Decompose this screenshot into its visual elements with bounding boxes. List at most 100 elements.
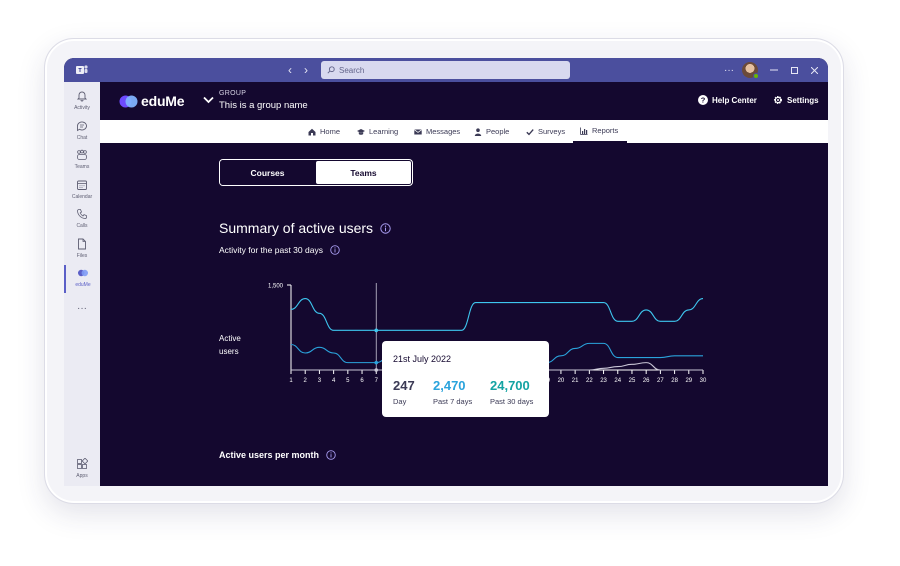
x-tick-label: 26	[643, 378, 650, 384]
group-name[interactable]: This is a group name	[219, 100, 308, 111]
help-center-button[interactable]: ? Help Center	[698, 95, 757, 105]
info-icon[interactable]	[330, 245, 340, 255]
tab-reports[interactable]: Reports	[573, 120, 627, 143]
rail-item-label: Apps	[76, 473, 88, 479]
x-tick-label: 7	[375, 378, 379, 384]
rail-item-apps[interactable]: Apps	[64, 456, 100, 484]
rail-item-label: Files	[76, 253, 88, 259]
home-icon	[308, 128, 316, 135]
presence-status-icon	[753, 73, 759, 79]
chat-icon	[77, 121, 87, 132]
search-icon	[327, 66, 335, 74]
brand-name: eduMe	[141, 93, 185, 109]
tab-label: Reports	[592, 126, 619, 135]
courses-teams-toggle: Courses Teams	[219, 159, 413, 186]
edume-logo-icon	[119, 95, 138, 107]
phone-icon	[77, 209, 87, 219]
info-icon[interactable]	[326, 450, 336, 460]
search-input[interactable]: Search	[321, 61, 570, 79]
tab-messages[interactable]: Messages	[414, 120, 460, 143]
teams-title-bar: ‹ › Search ···	[64, 58, 828, 82]
bell-icon	[76, 91, 88, 102]
bar-chart-icon	[580, 127, 588, 135]
x-tick-label: 24	[614, 378, 621, 384]
tooltip-week-stat: 2,470 Past 7 days	[433, 378, 472, 406]
y-axis-label: Active users	[219, 332, 259, 358]
rail-item-label: Calendar	[71, 194, 93, 200]
tab-people[interactable]: People	[474, 120, 509, 143]
rail-item-files[interactable]: Files	[64, 236, 100, 264]
tooltip-month-label: Past 30 days	[490, 397, 534, 406]
tooltip-week-label: Past 7 days	[433, 397, 473, 406]
teams-window: ‹ › Search ··· Activity Chat	[64, 58, 828, 486]
minimize-icon[interactable]	[770, 58, 778, 82]
svg-text:?: ?	[701, 96, 706, 105]
tab-label: Home	[320, 127, 341, 136]
x-tick-label: 3	[318, 378, 322, 384]
rail-item-chat[interactable]: Chat	[64, 118, 100, 146]
teams-app-rail: Activity Chat Teams Calendar Calls Files…	[64, 82, 100, 486]
x-tick-label: 6	[360, 378, 364, 384]
teams-logo-icon	[76, 65, 88, 74]
x-tick-label: 23	[600, 378, 607, 384]
avatar[interactable]	[742, 62, 759, 79]
active-users-line-chart: 1,50012345678910111213141516171819202122…	[268, 283, 707, 384]
rail-more-icon[interactable]: ···	[77, 303, 87, 314]
rail-item-label: Teams	[74, 164, 90, 170]
info-icon[interactable]	[380, 222, 391, 234]
tab-surveys[interactable]: Surveys	[526, 120, 565, 143]
rail-item-calendar[interactable]: Calendar	[64, 177, 100, 205]
rail-item-calls[interactable]: Calls	[64, 206, 100, 234]
x-tick-label: 5	[346, 378, 350, 384]
tab-learning[interactable]: Learning	[357, 120, 398, 143]
tab-label: Messages	[426, 127, 461, 136]
settings-button[interactable]: Settings	[773, 95, 819, 105]
tab-home[interactable]: Home	[308, 120, 340, 143]
y-axis-label-line-1: Active	[219, 334, 241, 343]
toggle-teams[interactable]: Teams	[316, 161, 411, 184]
summary-title: Summary of active users	[219, 220, 391, 236]
graduation-cap-icon	[357, 128, 365, 135]
chevron-down-icon[interactable]	[203, 96, 214, 104]
summary-title-text: Summary of active users	[219, 220, 374, 236]
apps-icon	[77, 458, 88, 469]
rail-item-edume[interactable]: eduMe	[64, 265, 100, 293]
forward-arrow-icon[interactable]: ›	[304, 63, 308, 77]
tooltip-day-stat: 247 Day	[393, 378, 415, 406]
summary-subtitle-text: Activity for the past 30 days	[219, 245, 323, 255]
chart-tooltip: 21st July 2022 247 Day 2,470 Past 7 days…	[382, 341, 549, 417]
rail-item-activity[interactable]: Activity	[64, 88, 100, 116]
more-options-icon[interactable]: ···	[724, 64, 734, 76]
x-tick-label: 21	[572, 378, 579, 384]
edume-logo[interactable]: eduMe	[119, 93, 185, 109]
tooltip-day-label: Day	[393, 397, 407, 406]
check-icon	[526, 128, 534, 135]
rail-item-label: Activity	[74, 105, 90, 111]
tooltip-month-value: 24,700	[490, 378, 530, 393]
y-axis-label-line-2: users	[219, 347, 239, 356]
help-center-label: Help Center	[712, 95, 757, 105]
group-label: GROUP	[219, 90, 247, 97]
edume-app: eduMe GROUP This is a group name ? Help …	[100, 82, 828, 486]
x-tick-label: 30	[700, 378, 707, 384]
series-3-hover-point	[374, 368, 379, 372]
app-nav-tabs: Home Learning Messages People Surveys Re…	[100, 120, 828, 143]
x-tick-label: 29	[685, 378, 692, 384]
series-1-hover-point	[374, 328, 379, 333]
maximize-icon[interactable]	[791, 58, 799, 82]
tab-label: Learning	[369, 127, 399, 136]
calendar-icon	[77, 180, 87, 190]
close-icon[interactable]	[811, 58, 819, 82]
teams-icon	[77, 149, 87, 160]
tab-label: Surveys	[538, 127, 566, 136]
back-arrow-icon[interactable]: ‹	[288, 63, 292, 77]
toggle-courses[interactable]: Courses	[220, 160, 315, 185]
monthly-title-text: Active users per month	[219, 450, 320, 460]
edume-icon	[78, 269, 88, 277]
help-icon: ?	[698, 95, 708, 105]
series-2-hover-point	[374, 360, 379, 365]
x-tick-label: 22	[586, 378, 593, 384]
rail-item-teams[interactable]: Teams	[64, 147, 100, 175]
gear-icon	[773, 95, 783, 105]
series-line-1	[290, 298, 704, 331]
